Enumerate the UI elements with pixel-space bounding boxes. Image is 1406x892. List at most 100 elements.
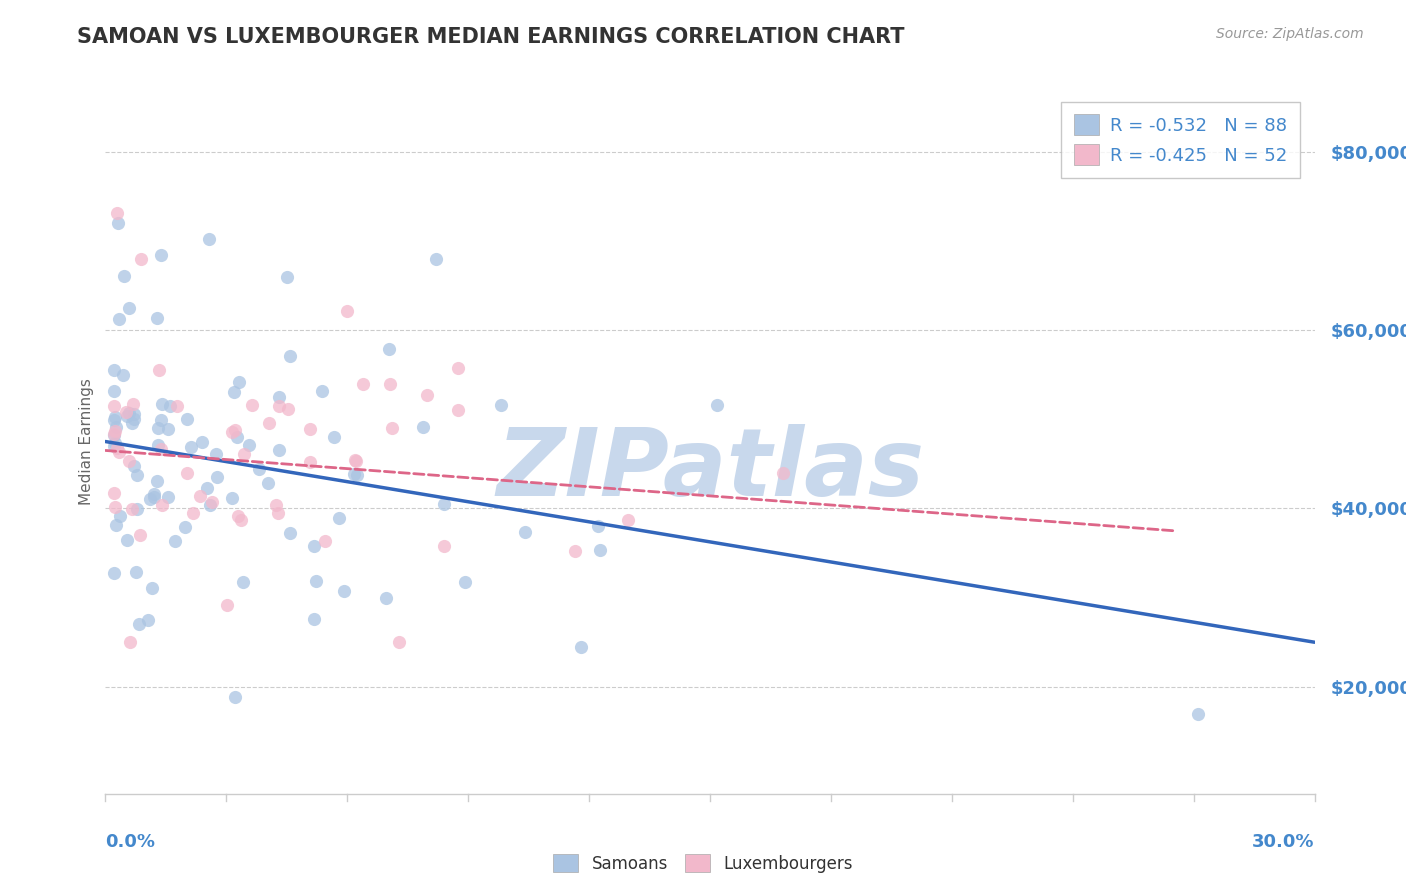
Point (120, 635, 142, 649)
Y-axis label: Median Earnings: Median Earnings (79, 378, 94, 505)
Point (152, 499, 174, 513)
Point (166, 399, 188, 413)
Text: Source: ZipAtlas.com: Source: ZipAtlas.com (1216, 27, 1364, 41)
Point (298, 455, 321, 469)
Point (180, 440, 202, 454)
Point (157, 422, 180, 436)
Point (111, 368, 134, 382)
Point (333, 583, 356, 598)
Point (343, 467, 366, 481)
Point (224, 690, 246, 704)
Point (278, 349, 301, 363)
Point (205, 447, 228, 461)
Point (107, 216, 129, 230)
Point (174, 520, 197, 534)
Point (125, 468, 148, 483)
Point (224, 423, 246, 437)
Point (122, 408, 145, 422)
Point (125, 502, 148, 516)
Point (114, 405, 136, 419)
Point (103, 428, 125, 442)
Point (143, 490, 166, 504)
Point (433, 497, 456, 511)
Point (150, 442, 173, 456)
Point (105, 518, 128, 533)
Point (267, 442, 290, 457)
Legend: Samoans, Luxembourgers: Samoans, Luxembourgers (547, 847, 859, 880)
Point (416, 388, 439, 402)
Point (129, 252, 152, 266)
Text: 0.0%: 0.0% (105, 833, 156, 851)
Point (217, 598, 239, 612)
Point (103, 384, 125, 398)
Point (433, 539, 456, 553)
Point (221, 491, 243, 505)
Point (240, 398, 263, 412)
Point (136, 613, 159, 627)
Point (115, 533, 138, 547)
Point (104, 435, 127, 450)
Point (103, 399, 125, 413)
Point (267, 399, 290, 413)
Point (375, 591, 398, 606)
Point (589, 543, 612, 558)
Legend: R = -0.532   N = 88, R = -0.425   N = 52: R = -0.532 N = 88, R = -0.425 N = 52 (1062, 102, 1299, 178)
Text: SAMOAN VS LUXEMBOURGER MEDIAN EARNINGS CORRELATION CHART: SAMOAN VS LUXEMBOURGER MEDIAN EARNINGS C… (77, 27, 905, 46)
Point (141, 581, 163, 595)
Point (195, 481, 218, 495)
Point (238, 437, 260, 451)
Point (139, 492, 162, 507)
Point (323, 430, 346, 444)
Point (328, 510, 350, 524)
Point (149, 413, 172, 427)
Text: 30.0%: 30.0% (1253, 833, 1315, 851)
Point (564, 544, 586, 558)
Point (278, 525, 301, 540)
Point (103, 486, 125, 500)
Point (352, 376, 374, 391)
Point (104, 424, 127, 438)
Point (447, 361, 470, 376)
Point (489, 398, 512, 412)
Point (302, 539, 325, 553)
Point (112, 269, 135, 284)
Point (454, 575, 477, 590)
Point (706, 398, 728, 412)
Point (103, 439, 125, 453)
Point (176, 466, 198, 480)
Point (103, 426, 125, 441)
Point (128, 617, 150, 632)
Point (388, 635, 411, 649)
Point (616, 513, 638, 527)
Point (205, 470, 228, 484)
Text: ZIPatlas: ZIPatlas (496, 424, 924, 516)
Point (145, 311, 167, 326)
Point (222, 385, 245, 400)
Point (447, 403, 470, 417)
Point (513, 525, 536, 540)
Point (146, 421, 169, 435)
Point (108, 444, 131, 458)
Point (143, 487, 166, 501)
Point (103, 413, 125, 427)
Point (412, 420, 434, 434)
Point (228, 375, 250, 389)
Point (232, 447, 254, 461)
Point (226, 430, 249, 444)
Point (200, 498, 222, 512)
Point (181, 506, 204, 520)
Point (346, 468, 368, 483)
Point (146, 438, 169, 452)
Point (121, 502, 143, 516)
Point (104, 500, 127, 515)
Point (772, 466, 794, 480)
Point (105, 205, 128, 219)
Point (103, 566, 125, 581)
Point (191, 434, 214, 449)
Point (269, 390, 291, 404)
Point (276, 269, 298, 284)
Point (103, 363, 125, 377)
Point (1187, 706, 1209, 721)
Point (107, 311, 129, 326)
Point (221, 425, 243, 439)
